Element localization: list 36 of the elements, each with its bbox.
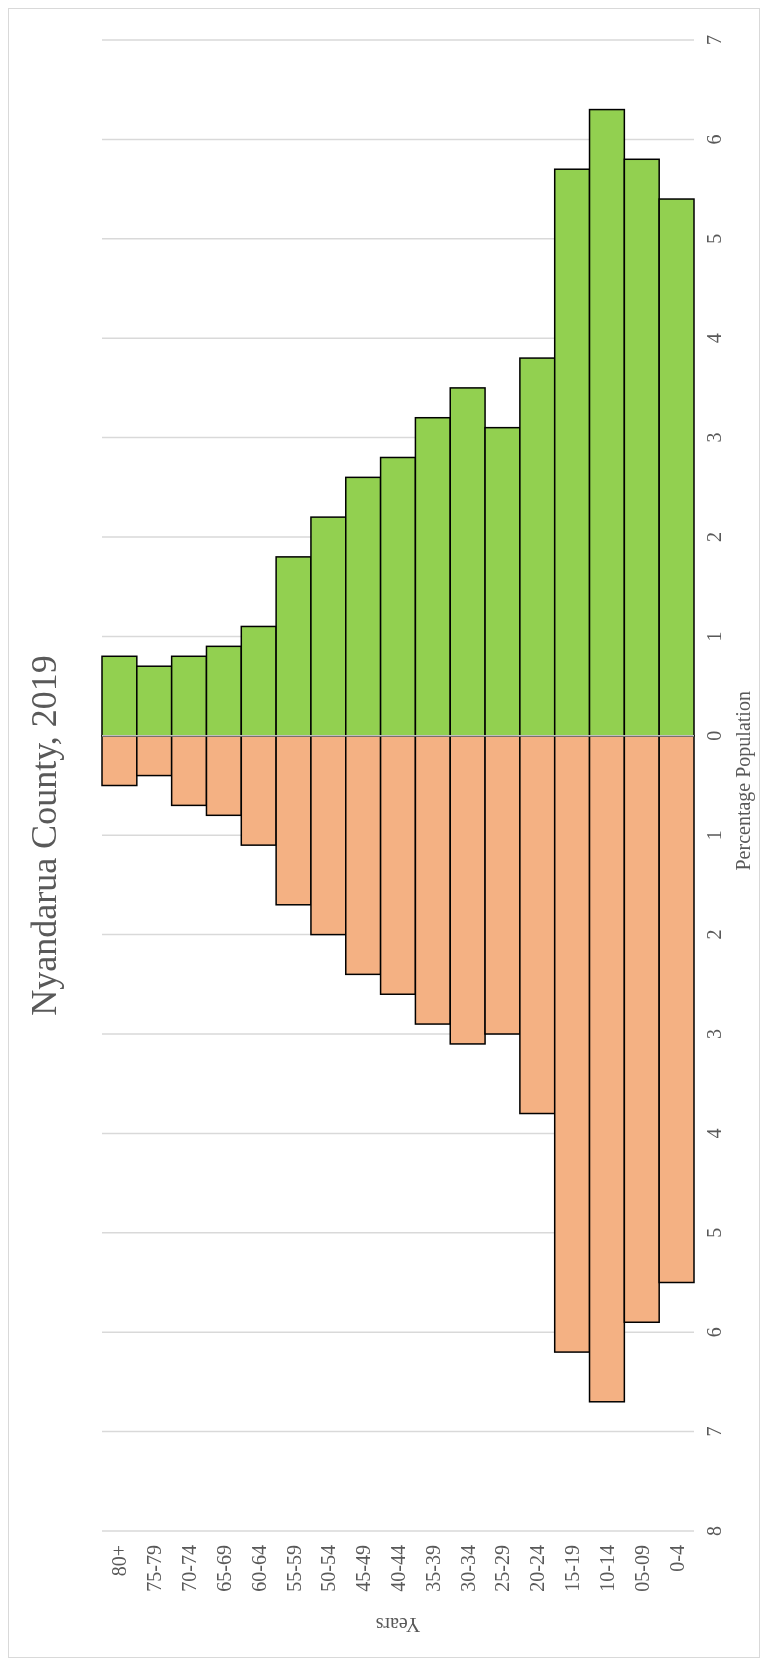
y-tick-label: 7 bbox=[703, 35, 725, 45]
x-tick-label: 25-29 bbox=[491, 1545, 514, 1592]
x-tick-label: 15-19 bbox=[561, 1545, 584, 1592]
x-tick-label: 10-14 bbox=[595, 1545, 618, 1592]
y-tick-label: 2 bbox=[703, 929, 725, 940]
y-tick-label: 5 bbox=[703, 233, 725, 244]
x-axis-title: Years bbox=[375, 1614, 421, 1636]
y-tick-label: 4 bbox=[703, 1128, 725, 1139]
y-tick-label: 7 bbox=[703, 1426, 725, 1437]
y-tick-label: 6 bbox=[703, 134, 725, 145]
y-tick-label: 8 bbox=[703, 1526, 725, 1536]
x-tick-label: 40-44 bbox=[387, 1545, 409, 1592]
x-tick-label: 80+ bbox=[108, 1545, 131, 1577]
y-axis-title: Percentage Population bbox=[732, 691, 755, 871]
y-tick-label: 3 bbox=[703, 1029, 725, 1039]
x-tick-label: 35-39 bbox=[421, 1545, 444, 1592]
y-tick-label: 6 bbox=[703, 1327, 725, 1338]
y-tick-label: 0 bbox=[703, 730, 725, 741]
y-tick-label: 1 bbox=[703, 631, 725, 642]
x-tick-label: 55-59 bbox=[282, 1545, 305, 1592]
y-tick-label: 4 bbox=[703, 333, 725, 344]
x-tick-label: 05-09 bbox=[630, 1545, 653, 1592]
x-tick-label: 20-24 bbox=[526, 1545, 549, 1592]
x-tick-label: 50-54 bbox=[317, 1545, 340, 1592]
y-tick-label: 3 bbox=[703, 432, 725, 443]
x-tick-label: 70-74 bbox=[178, 1545, 201, 1592]
x-tick-label: 65-69 bbox=[212, 1545, 235, 1592]
x-tick-label: 0-4 bbox=[665, 1545, 688, 1572]
x-tick-label: 60-64 bbox=[247, 1545, 270, 1592]
x-tick-label: 30-34 bbox=[456, 1545, 479, 1592]
x-tick-label: 45-49 bbox=[352, 1545, 375, 1592]
y-tick-label: 5 bbox=[703, 1227, 725, 1238]
y-tick-label: 1 bbox=[703, 830, 725, 841]
text: Nyandarua County, 2019 bbox=[24, 655, 64, 1016]
x-tick-label: 75-79 bbox=[143, 1545, 166, 1592]
y-tick-label: 2 bbox=[703, 532, 725, 542]
